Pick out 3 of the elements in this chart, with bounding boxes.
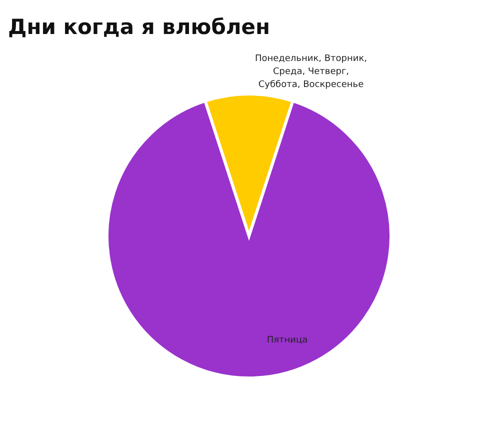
chart-title: Дни когда я влюблен xyxy=(8,15,270,39)
slice-label: Пятница xyxy=(266,336,308,346)
slice-label: Понедельник, Вторник, Среда, Четверг, Суббота, Воскресенье xyxy=(254,54,368,90)
